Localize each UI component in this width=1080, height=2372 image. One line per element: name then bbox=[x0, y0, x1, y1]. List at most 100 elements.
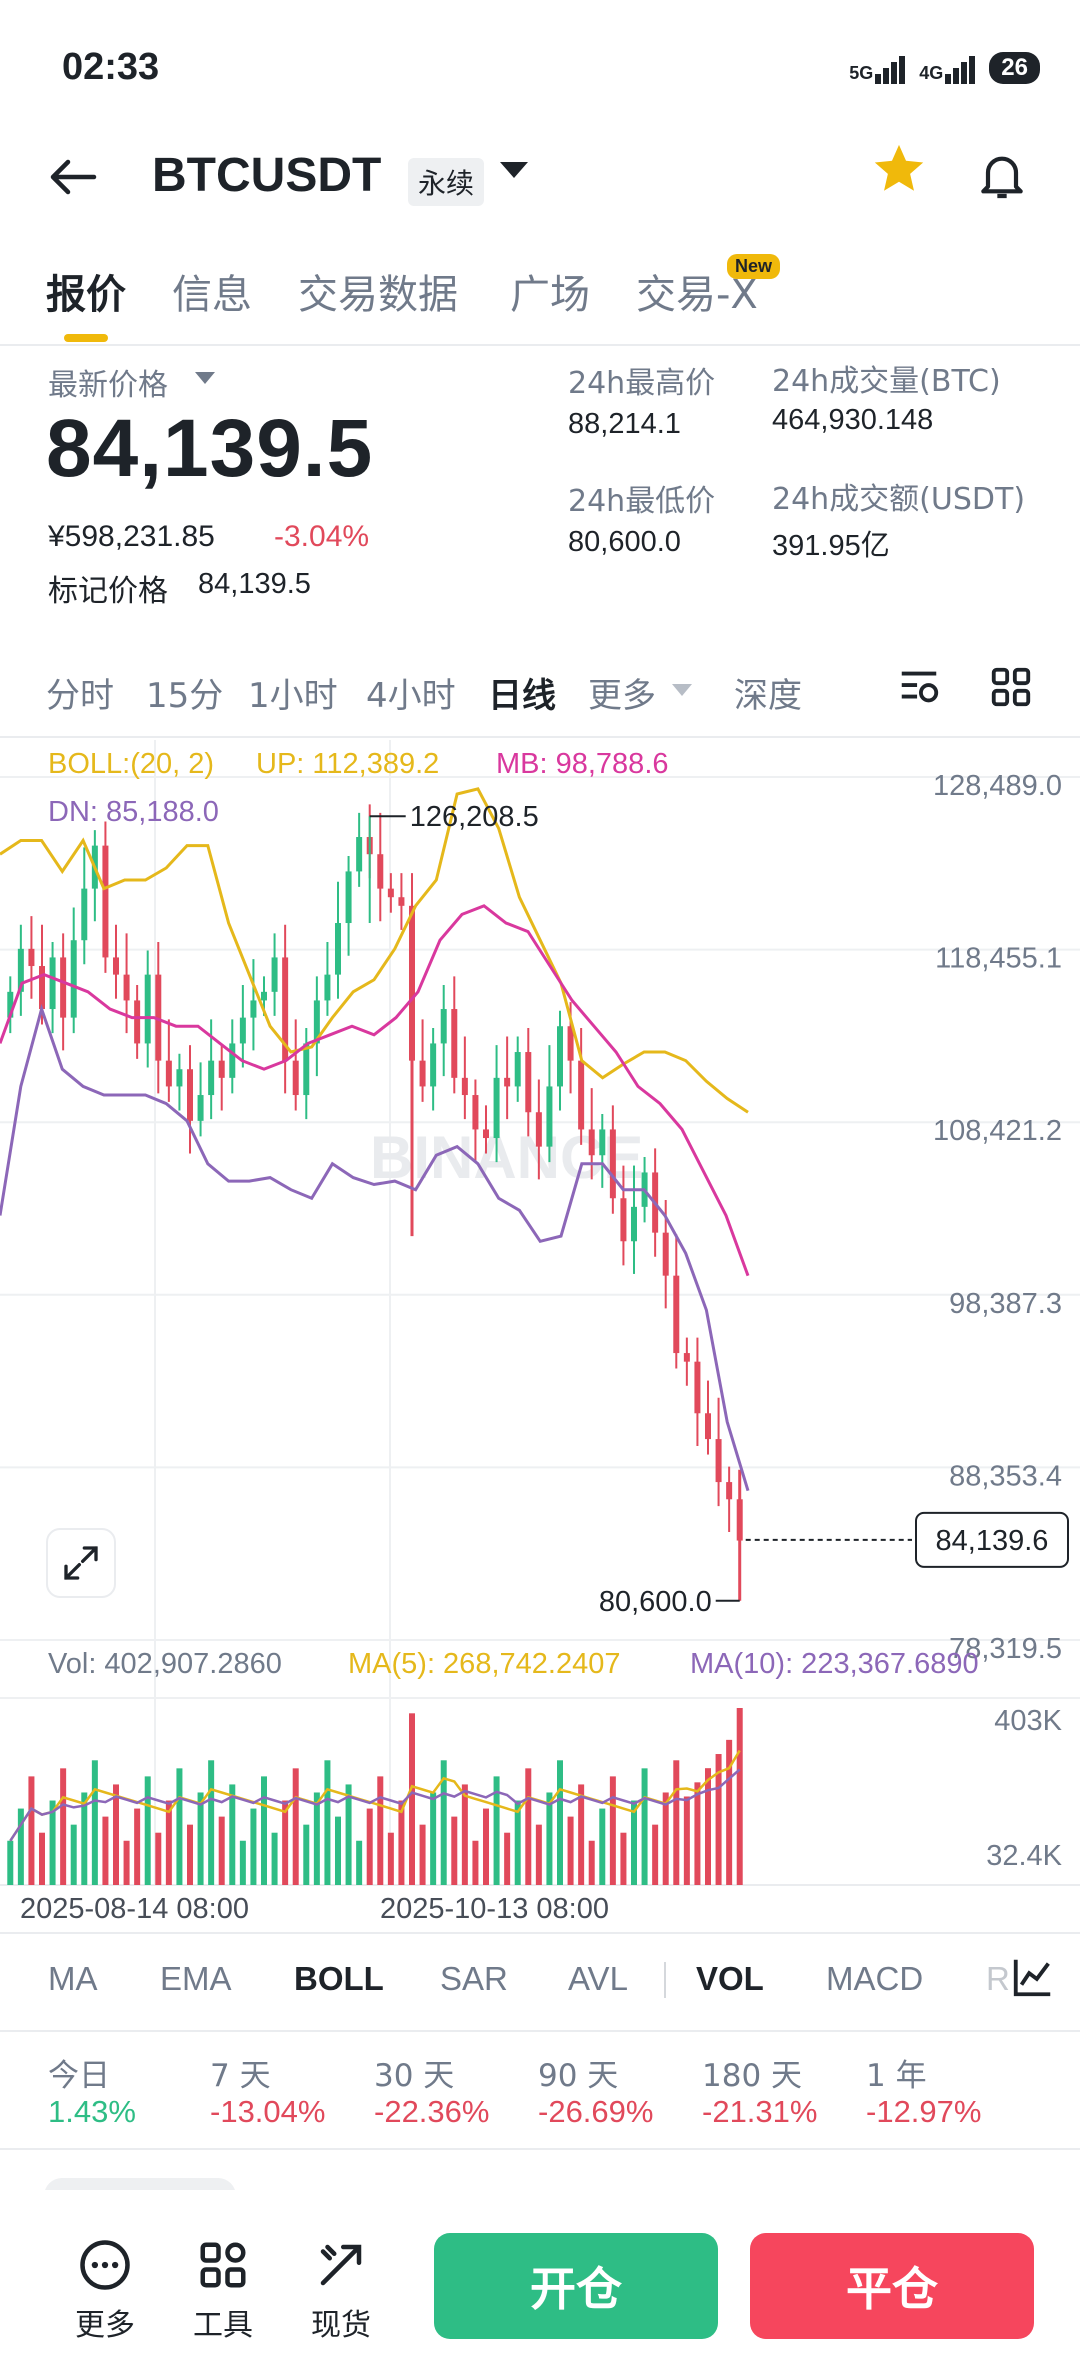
low-marker-label: 80,600.0 bbox=[599, 1586, 712, 1618]
price-tick-label: 98,387.3 bbox=[949, 1288, 1062, 1320]
timeframe-depth[interactable]: 深度 bbox=[734, 676, 802, 716]
volume-bar bbox=[609, 1776, 616, 1885]
perf-divider bbox=[0, 2148, 1080, 2150]
back-arrow-icon[interactable] bbox=[48, 150, 98, 210]
last-price-label[interactable]: 最新价格 bbox=[48, 368, 168, 403]
chart-settings-icon[interactable] bbox=[896, 664, 942, 714]
candle-body bbox=[261, 991, 267, 1001]
pair-title[interactable]: BTCUSDT bbox=[152, 149, 382, 202]
low-24h-label: 24h最低价 bbox=[568, 484, 716, 519]
candle-body bbox=[282, 957, 289, 1061]
indicator-settings-icon[interactable] bbox=[1010, 1954, 1056, 2004]
timeframe-1h[interactable]: 1小时 bbox=[248, 676, 338, 716]
candle-body bbox=[155, 974, 162, 1061]
spot-swap-icon bbox=[320, 2244, 362, 2286]
open-position-button[interactable]: 开仓 bbox=[434, 2233, 718, 2339]
candle-body bbox=[49, 957, 56, 1010]
volume-bar bbox=[726, 1739, 733, 1885]
volume-bar bbox=[683, 1796, 690, 1885]
perf-label-90d: 90 天 bbox=[538, 2058, 619, 2094]
candle-body bbox=[694, 1361, 701, 1414]
candle-body bbox=[588, 1129, 595, 1156]
volume-bar bbox=[514, 1800, 521, 1885]
price-tick-label: 78,319.5 bbox=[949, 1633, 1062, 1665]
fullscreen-expand-icon[interactable] bbox=[46, 1528, 116, 1598]
candle-body bbox=[546, 1086, 553, 1147]
candle-body bbox=[123, 974, 130, 1001]
candle-body bbox=[451, 1009, 458, 1078]
tab-trade-x[interactable]: 交易-X bbox=[636, 272, 758, 318]
perf-label-today: 今日 bbox=[48, 2058, 110, 2094]
nav-tools[interactable]: 工具 bbox=[168, 2238, 278, 2344]
tab-quote[interactable]: 报价 bbox=[46, 272, 126, 318]
indicator-macd[interactable]: MACD bbox=[826, 1960, 924, 1997]
volume-bar bbox=[261, 1776, 267, 1885]
indicator-ma[interactable]: MA bbox=[48, 1960, 98, 1997]
tab-info[interactable]: 信息 bbox=[172, 272, 252, 318]
layout-grid-icon[interactable] bbox=[988, 664, 1034, 714]
perf-label-1y: 1 年 bbox=[866, 2058, 927, 2094]
close-position-button[interactable]: 平仓 bbox=[750, 2233, 1034, 2339]
candlestick-chart[interactable]: BINANCE 128,489.0 118,455.1 108,421.2 98,38… bbox=[0, 738, 1080, 1928]
perf-label-180d: 180 天 bbox=[702, 2058, 803, 2094]
candle-body bbox=[377, 854, 384, 889]
signal-5g-icon: 5G bbox=[849, 56, 906, 84]
indicator-vol[interactable]: VOL bbox=[696, 1960, 764, 1997]
volume-bar bbox=[567, 1816, 574, 1885]
volume-bar bbox=[144, 1776, 151, 1885]
candle-body bbox=[419, 1060, 426, 1087]
new-badge: New bbox=[727, 254, 781, 279]
indicator-ema[interactable]: EMA bbox=[160, 1960, 232, 1997]
candle-body bbox=[303, 1043, 310, 1096]
volume-bar bbox=[546, 1792, 553, 1885]
volume-bar bbox=[620, 1832, 627, 1885]
timeframe-line[interactable]: 分时 bbox=[46, 676, 114, 716]
volume-bar bbox=[419, 1824, 426, 1885]
price-tick-label: 118,455.1 bbox=[935, 943, 1062, 975]
volume-bar bbox=[187, 1824, 193, 1885]
contract-type-badge: 永续 bbox=[408, 158, 485, 206]
timeframe-1d[interactable]: 日线 bbox=[488, 676, 556, 716]
volume-bar bbox=[694, 1782, 701, 1885]
volume-bar bbox=[535, 1824, 542, 1885]
tab-trading-data[interactable]: 交易数据 bbox=[298, 272, 458, 318]
candle-body bbox=[144, 974, 151, 1044]
candle-body bbox=[398, 897, 405, 906]
pair-dropdown-caret-icon[interactable] bbox=[500, 162, 528, 178]
favorite-star-icon[interactable] bbox=[870, 140, 928, 213]
indicator-rsi[interactable]: R bbox=[986, 1960, 1010, 1997]
indicator-sar[interactable]: SAR bbox=[440, 1960, 508, 1997]
indicator-boll[interactable]: BOLL bbox=[294, 1960, 384, 1997]
candle-body bbox=[165, 1060, 172, 1087]
more-caret-icon[interactable] bbox=[672, 684, 692, 696]
volume-bar bbox=[155, 1832, 162, 1885]
volume-bar bbox=[345, 1784, 352, 1885]
candle-body bbox=[271, 957, 278, 992]
candle-body bbox=[578, 1060, 585, 1130]
candle-body bbox=[673, 1275, 680, 1354]
volume-bar bbox=[292, 1768, 299, 1885]
nav-more[interactable]: 更多 bbox=[50, 2238, 160, 2344]
timeframe-15m[interactable]: 15分 bbox=[146, 676, 224, 716]
price-axis-group: 128,489.0 118,455.1 108,421.2 98,387.3 88,35… bbox=[933, 770, 1063, 1872]
perf-value-90d: -26.69% bbox=[538, 2094, 654, 2129]
timeframe-more[interactable]: 更多 bbox=[588, 676, 656, 716]
volume-bar bbox=[324, 1760, 331, 1885]
volume-bar bbox=[229, 1784, 236, 1885]
image-watermark: @先吃在说吧 bbox=[905, 2342, 1038, 2367]
volume-ma5-legend: MA(5): 268,742.2407 bbox=[348, 1648, 621, 1680]
price-type-caret-icon[interactable] bbox=[195, 372, 215, 384]
notification-bell-icon[interactable] bbox=[974, 146, 1030, 208]
timeframe-4h[interactable]: 4小时 bbox=[366, 676, 456, 716]
volume-bar bbox=[715, 1754, 722, 1885]
nav-spot[interactable]: 现货 bbox=[286, 2238, 396, 2344]
indicator-avl[interactable]: AVL bbox=[568, 1960, 628, 1997]
candle-body bbox=[620, 1198, 627, 1242]
tab-square[interactable]: 广场 bbox=[510, 272, 590, 318]
x-axis-date-2: 2025-10-13 08:00 bbox=[380, 1893, 609, 1925]
x-axis-date-1: 2025-08-14 08:00 bbox=[20, 1893, 249, 1925]
candle-body bbox=[335, 923, 341, 975]
volume-legend: Vol: 402,907.2860 bbox=[48, 1648, 282, 1680]
volume-bar bbox=[271, 1832, 278, 1885]
volume-bar bbox=[525, 1768, 532, 1885]
